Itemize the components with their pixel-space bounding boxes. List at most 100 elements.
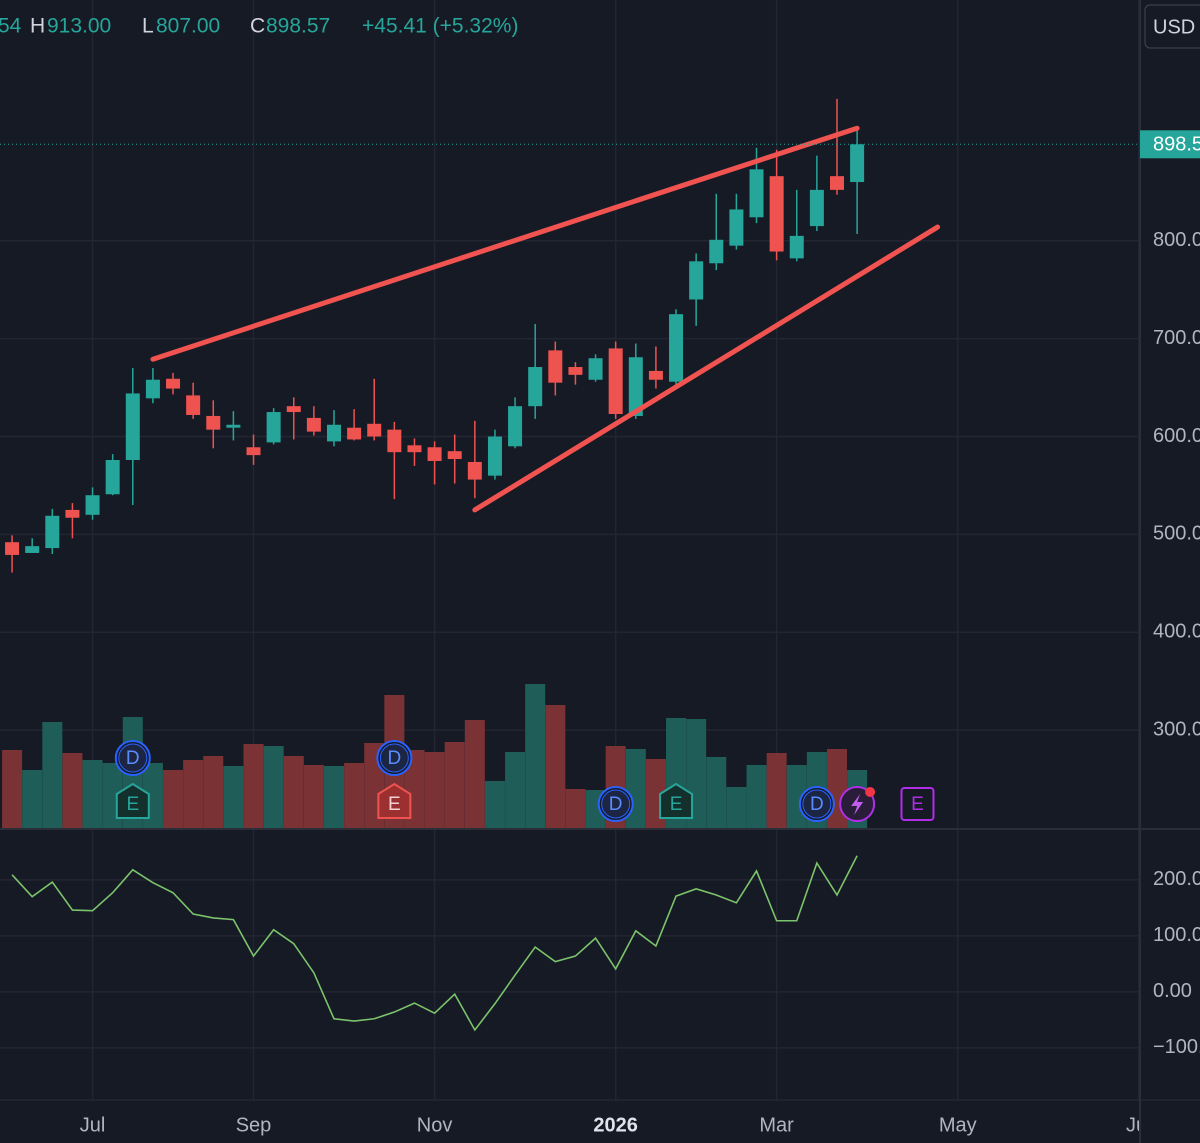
x-tick-label: Jul <box>80 1114 106 1136</box>
last-price-tag <box>1140 130 1200 159</box>
candle-body <box>105 460 120 495</box>
candle-body <box>226 424 241 428</box>
candle-body <box>266 412 281 443</box>
volume-bar <box>263 746 284 828</box>
candle-body <box>65 509 80 518</box>
volume-bar <box>42 722 63 828</box>
candle-body <box>608 348 623 414</box>
plot-area: Jul Sep Nov 2026 Mar May Jul D E D E D E D E <box>0 98 1152 1136</box>
volume-bar <box>726 787 747 828</box>
y-tick-label: 0.00 <box>1153 980 1192 1002</box>
volume-bar <box>484 781 505 828</box>
volume-bar <box>82 760 103 828</box>
trendline <box>150 125 860 362</box>
candle-body <box>709 239 724 264</box>
header-change: +45.41 (+5.32%) <box>362 15 518 38</box>
candle-body <box>628 357 643 416</box>
alert-icon <box>851 794 864 815</box>
candle-body <box>186 395 201 415</box>
event-label: D <box>609 794 623 815</box>
dividend-marker-inner <box>379 743 409 773</box>
candle-body <box>588 358 603 380</box>
volume-bar <box>565 789 586 828</box>
header-high: 913.00 <box>47 15 111 38</box>
volume-bar <box>183 760 204 828</box>
candle-body <box>387 429 402 453</box>
volume-bar <box>303 765 324 828</box>
candle-body <box>447 451 462 460</box>
volume-bar <box>323 766 344 828</box>
candle-body <box>669 314 684 382</box>
dividend-marker-inner <box>118 743 148 773</box>
candle-body <box>427 447 442 461</box>
x-tick-label: 2026 <box>593 1114 638 1136</box>
trendline <box>472 224 941 513</box>
candle-body <box>528 367 543 407</box>
volume-bar <box>62 753 83 828</box>
dividend-marker-inner <box>601 789 631 819</box>
event-label: E <box>126 794 139 815</box>
candle-body <box>689 261 704 300</box>
candle-body <box>206 415 221 430</box>
earnings-marker <box>115 782 150 819</box>
header-close-label: C <box>250 15 265 38</box>
candle-body <box>407 445 422 453</box>
event-label: E <box>911 794 924 815</box>
event-label: D <box>810 794 824 815</box>
candle-body <box>286 406 301 413</box>
candle-body <box>789 235 804 259</box>
volume-bar <box>444 742 465 828</box>
x-tick-label: Nov <box>417 1114 453 1136</box>
candle-body <box>467 461 482 480</box>
volume-bar <box>283 756 304 828</box>
candle-body <box>729 209 744 246</box>
alert-dot <box>865 787 876 797</box>
candle-body <box>749 169 764 218</box>
y-tick-label: 300.00 <box>1153 718 1200 740</box>
volume-bar <box>344 763 365 828</box>
volume-bar <box>545 705 566 828</box>
volume-bar <box>163 770 184 828</box>
x-tick-label: Jul <box>1126 1114 1152 1136</box>
candle-body <box>850 144 865 183</box>
y-tick-label: 800.00 <box>1153 229 1200 251</box>
header-open: 54 <box>0 15 22 38</box>
volume-bar <box>706 757 727 828</box>
event-label: E <box>670 794 683 815</box>
candle-body <box>487 436 502 476</box>
earnings-marker <box>659 782 694 819</box>
y-tick-label: 500.00 <box>1153 523 1200 545</box>
candle-body <box>548 350 563 383</box>
event-label: D <box>126 748 140 769</box>
earnings-marker <box>377 782 412 819</box>
candle-body <box>347 427 362 440</box>
header-low-label: L <box>142 15 154 38</box>
currency-label[interactable]: USD <box>1153 16 1195 38</box>
y-tick-label: −100.00 <box>1153 1036 1200 1058</box>
volume-bar <box>203 756 224 828</box>
candle-body <box>306 417 321 432</box>
volume-bar <box>505 752 526 828</box>
volume-bar <box>525 684 546 828</box>
dividend-marker-inner <box>802 789 832 819</box>
volume-bar <box>464 720 485 828</box>
volume-bar <box>243 744 264 828</box>
header-low: 807.00 <box>156 15 220 38</box>
grid <box>0 0 1140 1100</box>
axes: 300.00 400.00 500.00 600.00 700.00 800.00 898.… <box>1140 130 1200 1058</box>
candle-body <box>648 370 663 380</box>
currency-button-frame[interactable] <box>1144 4 1200 49</box>
x-tick-label: May <box>939 1114 977 1136</box>
x-tick-label: Mar <box>759 1114 794 1136</box>
currency-button[interactable]: USD <box>1144 4 1200 49</box>
last-price-label: 898.57 <box>1153 134 1200 156</box>
y-tick-label: 600.00 <box>1153 425 1200 447</box>
candle-body <box>45 515 60 549</box>
candle-body <box>85 495 100 515</box>
volume-bar <box>2 750 23 828</box>
header: 54 H 913.00 L 807.00 C 898.57 +45.41 (+5… <box>0 15 518 38</box>
candle-body <box>246 447 261 456</box>
header-high-label: H <box>30 15 45 38</box>
